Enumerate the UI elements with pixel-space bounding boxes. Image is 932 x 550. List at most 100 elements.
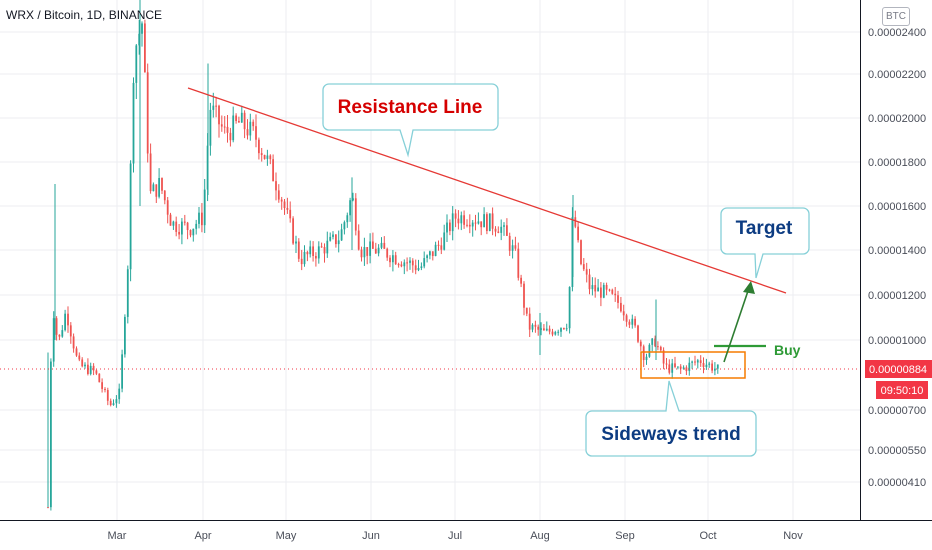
time-tick-label: Nov <box>783 530 803 542</box>
candle-body <box>295 241 297 244</box>
time-tick-label: Jun <box>362 530 380 542</box>
candle-body <box>451 213 454 232</box>
candle-body <box>64 313 66 331</box>
candle-body <box>429 251 431 256</box>
candle-body <box>75 348 78 356</box>
candle-body <box>255 126 257 140</box>
buy-label: Buy <box>774 342 801 358</box>
candle-body <box>201 212 203 226</box>
candle-body <box>169 214 172 226</box>
candle-body <box>292 218 294 244</box>
candle-body <box>306 251 309 255</box>
candle-body <box>417 267 420 271</box>
candle-body <box>366 247 369 256</box>
candle-body <box>622 311 625 316</box>
price-tick-label: 0.00000700 <box>868 405 926 417</box>
candle-body <box>135 45 138 83</box>
price-tick-label: 0.00000550 <box>868 445 926 457</box>
candle-body <box>580 240 582 265</box>
candle-body <box>172 221 175 226</box>
candle-body <box>605 284 608 290</box>
current-price-tag: 0.00000884 <box>865 360 932 378</box>
candle-body <box>95 370 98 374</box>
candle-body <box>277 190 280 200</box>
candle-body <box>303 251 306 265</box>
candle-body <box>323 247 326 254</box>
candle-body <box>608 289 611 291</box>
candle-body <box>543 328 545 331</box>
time-tick-label: Sep <box>615 530 635 542</box>
sideways-range-box[interactable] <box>640 351 746 379</box>
candle-body <box>203 189 206 226</box>
candle-body <box>369 241 371 256</box>
candle-body <box>645 356 648 361</box>
sideways-callout[interactable]: Sideways trend <box>585 380 757 457</box>
candle-body <box>534 324 537 327</box>
candle-body <box>449 222 451 232</box>
candle-body <box>249 121 252 136</box>
candle-body <box>514 245 517 249</box>
candle-body <box>682 367 685 369</box>
currency-badge[interactable]: BTC <box>882 7 910 26</box>
candle-body <box>269 155 272 160</box>
candle-body <box>694 361 696 363</box>
candle-body <box>457 218 460 224</box>
candle-body <box>585 269 588 275</box>
candle-body <box>272 159 274 182</box>
candle-body <box>568 286 571 329</box>
candle-body <box>548 328 551 332</box>
candle-body <box>81 359 84 367</box>
candle-body <box>554 332 557 335</box>
candle-body <box>275 181 277 191</box>
candle-body <box>141 23 143 34</box>
candle-body <box>582 264 585 270</box>
price-tick-label: 0.00001000 <box>868 335 926 347</box>
candle-body <box>557 331 560 333</box>
candle-body <box>657 346 659 348</box>
candle-body <box>551 331 554 335</box>
candle-body <box>397 264 400 266</box>
candle-body <box>354 198 357 231</box>
candle-body <box>163 190 166 201</box>
candle-body <box>149 153 152 192</box>
candle-body <box>92 365 95 371</box>
resistance-callout[interactable]: Resistance Line <box>322 83 499 158</box>
candle-body <box>320 246 323 248</box>
candle-body <box>352 198 354 201</box>
candle-body <box>400 264 403 267</box>
price-tick-label: 0.00001400 <box>868 245 926 257</box>
candle-body <box>468 224 471 227</box>
candle-body <box>121 354 123 389</box>
candle-body <box>602 284 605 298</box>
candle-body <box>466 224 468 226</box>
candle-body <box>300 258 303 265</box>
target-callout[interactable]: Target <box>720 207 810 279</box>
candle-body <box>377 247 380 254</box>
candle-body <box>138 33 141 46</box>
candle-body <box>617 295 619 303</box>
time-axis[interactable]: Mar Apr May Jun Jul Aug Sep Oct Nov <box>108 530 804 542</box>
candle-body <box>246 129 249 136</box>
resistance-line[interactable] <box>187 87 787 294</box>
candle-body <box>335 234 337 245</box>
candlestick-series <box>47 0 719 511</box>
countdown-value: 09:50:10 <box>881 385 924 397</box>
price-axis[interactable]: 0.00002400 0.00002200 0.00002000 0.00001800… <box>868 27 926 489</box>
candle-body <box>166 200 169 215</box>
candle-body <box>198 212 200 224</box>
candle-body <box>611 289 614 294</box>
candle-body <box>372 241 374 249</box>
candle-body <box>497 231 500 233</box>
candle-body <box>67 313 69 326</box>
candle-body <box>326 240 329 254</box>
candle-body <box>152 184 155 192</box>
candle-body <box>409 260 411 263</box>
sideways-label: Sideways trend <box>601 424 740 445</box>
candle-body <box>332 234 334 237</box>
candle-body <box>716 364 719 369</box>
candle-body <box>471 222 474 227</box>
candle-body <box>406 262 408 264</box>
target-label: Target <box>736 218 793 239</box>
time-tick-label: Apr <box>194 530 211 542</box>
